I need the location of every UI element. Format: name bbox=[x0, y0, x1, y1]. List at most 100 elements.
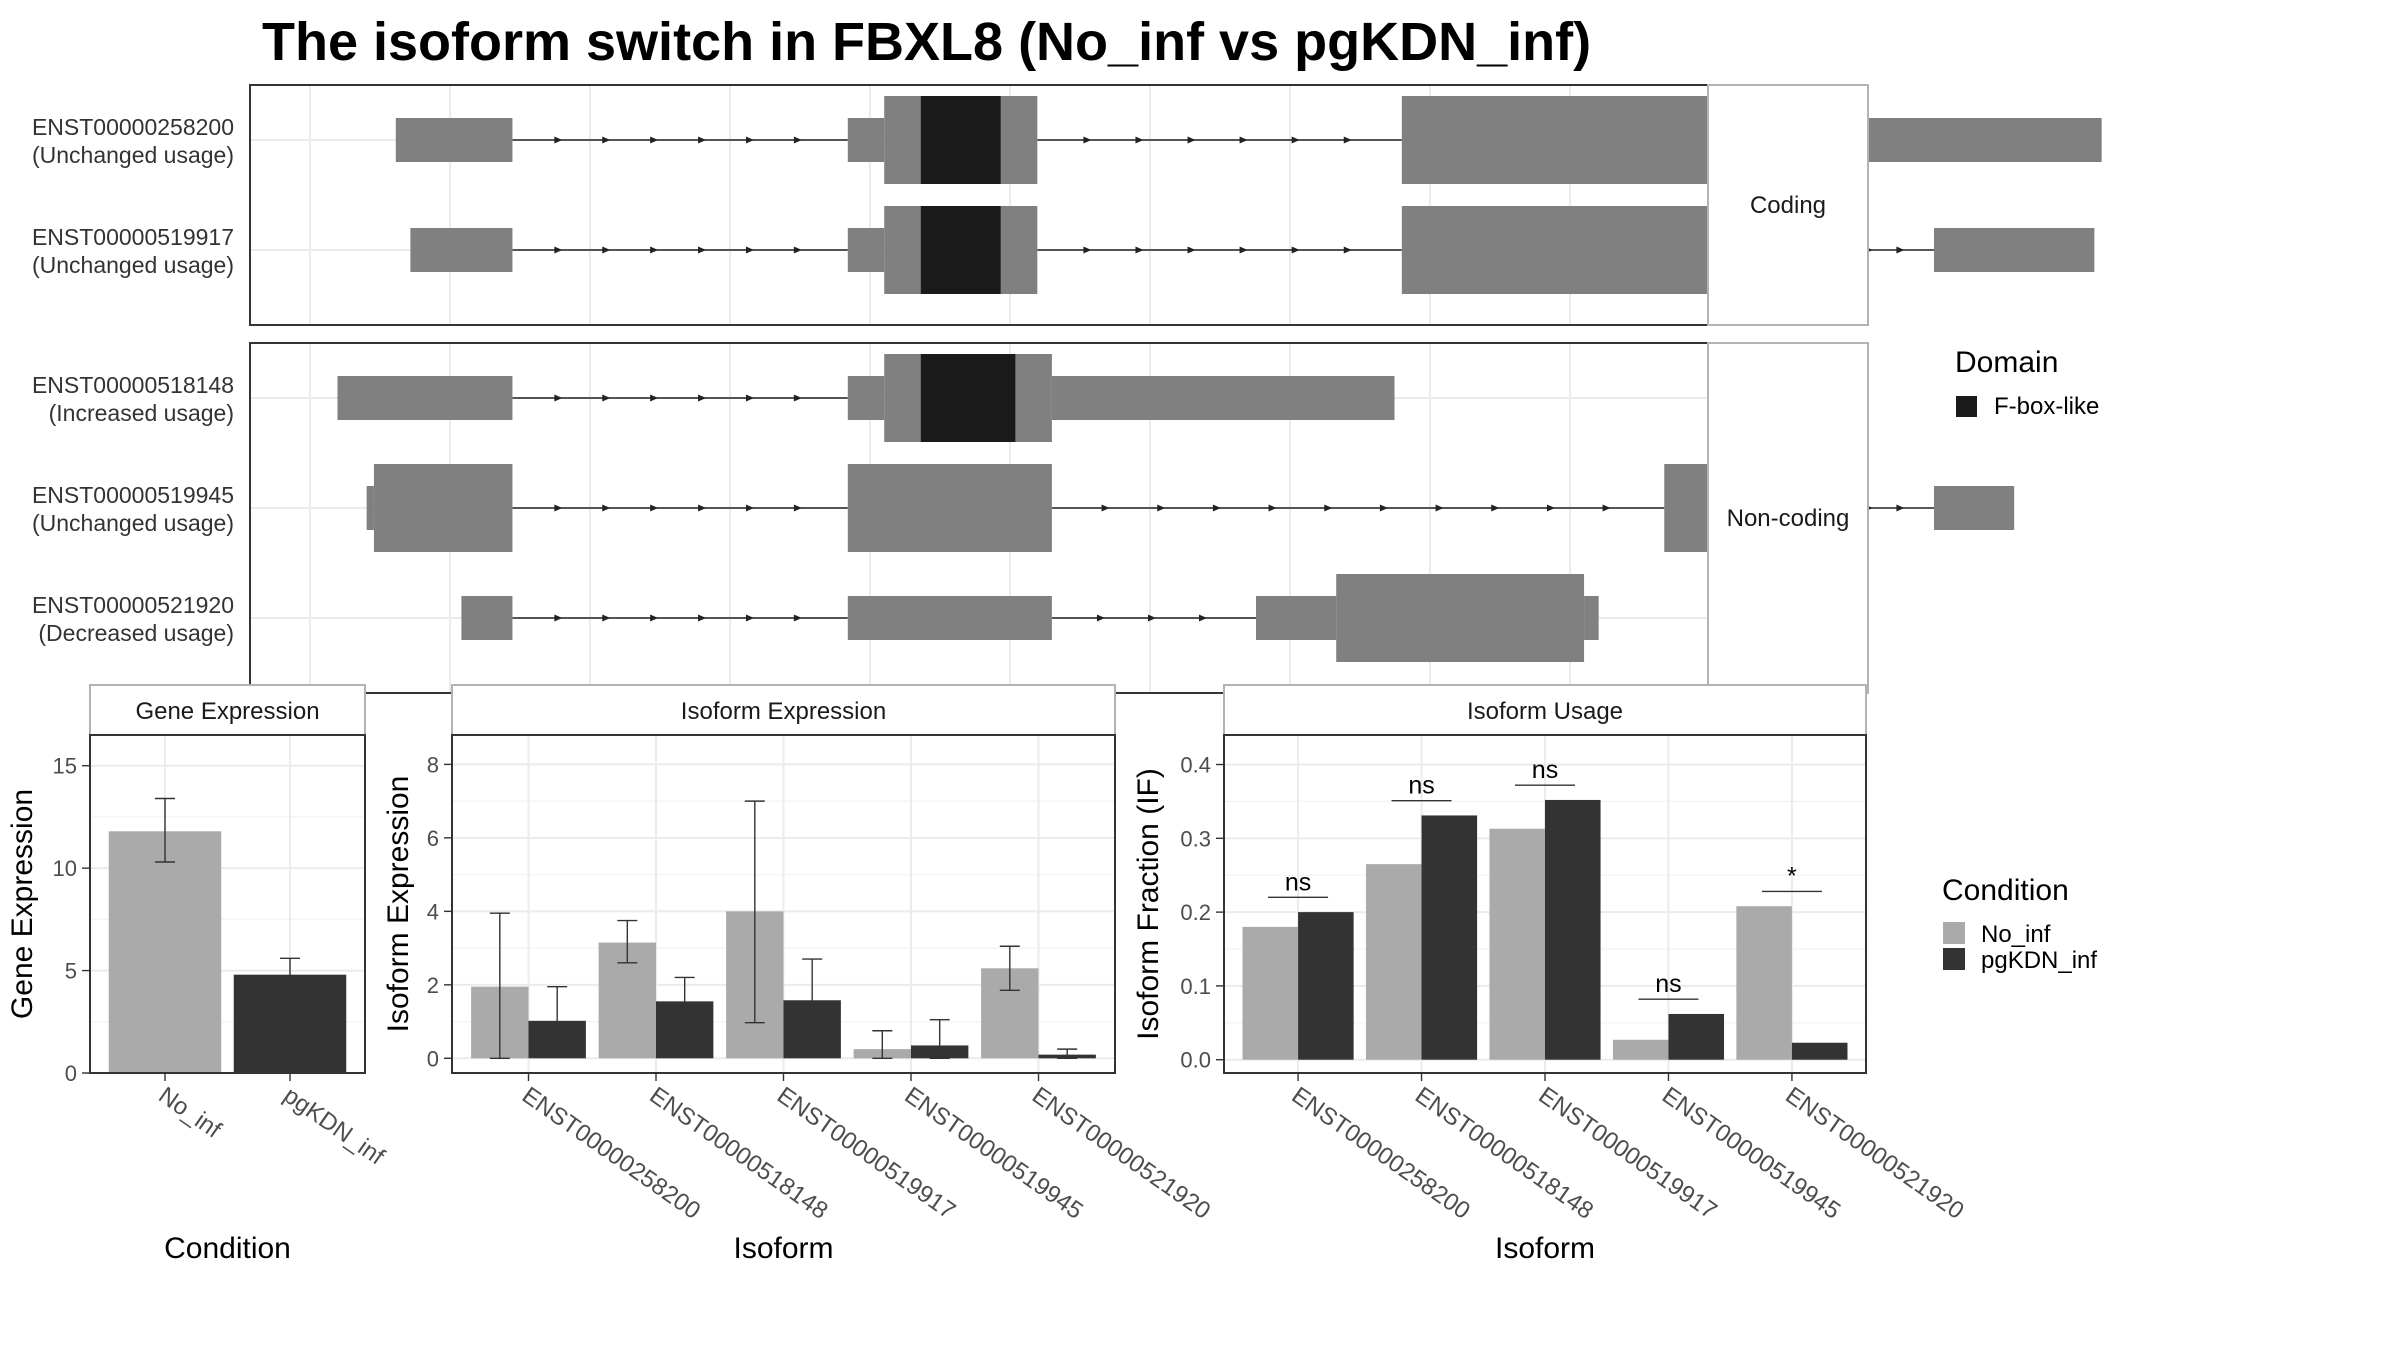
significance-label: ns bbox=[1408, 772, 1434, 800]
intron-arrow bbox=[1379, 504, 1388, 512]
intron-arrow bbox=[602, 614, 611, 622]
intron-arrow bbox=[745, 504, 754, 512]
bar bbox=[1612, 1039, 1669, 1060]
gene-expression-chart: Gene Expression 0 5 10 15 No_inf pgKDN_inf Cond… bbox=[6, 684, 389, 1265]
intron-arrow bbox=[1187, 246, 1196, 254]
exon-block bbox=[884, 206, 921, 294]
domain-block bbox=[920, 96, 1001, 184]
intron-arrow bbox=[1135, 136, 1144, 144]
y-axis-title: Gene Expression bbox=[6, 789, 39, 1019]
bar bbox=[1668, 1013, 1725, 1060]
intron-arrow bbox=[1491, 504, 1500, 512]
intron-arrow bbox=[1135, 246, 1144, 254]
exon-block bbox=[461, 596, 513, 640]
bar bbox=[1242, 926, 1299, 1060]
exon-block bbox=[1000, 96, 1038, 184]
bar bbox=[1489, 828, 1545, 1060]
transcript-usage-label: (Increased usage) bbox=[49, 400, 234, 426]
bar bbox=[1365, 864, 1422, 1060]
exon-block bbox=[1256, 596, 1337, 640]
exon-block bbox=[884, 354, 921, 442]
intron-arrow bbox=[1187, 136, 1196, 144]
domain-legend-label: F-box-like bbox=[1994, 393, 2099, 420]
bar bbox=[108, 831, 222, 1073]
condition-legend-title: Condition bbox=[1942, 874, 2069, 907]
intron-arrow bbox=[1198, 614, 1207, 622]
intron-arrow bbox=[793, 136, 802, 144]
y-tick-label: 0.0 bbox=[1180, 1048, 1211, 1073]
exon-block bbox=[847, 596, 1052, 640]
transcript-usage-label: (Unchanged usage) bbox=[32, 252, 234, 278]
intron-arrow bbox=[1324, 504, 1333, 512]
significance-label: ns bbox=[1532, 756, 1558, 784]
transcript-id-label: ENST00000258200 bbox=[32, 114, 234, 140]
intron-arrow bbox=[602, 394, 611, 402]
y-tick-label: 0.3 bbox=[1180, 826, 1211, 851]
intron-arrow bbox=[698, 246, 707, 254]
intron-arrow bbox=[1291, 246, 1300, 254]
intron-arrow bbox=[602, 246, 611, 254]
intron-arrow bbox=[745, 246, 754, 254]
intron-arrow bbox=[650, 394, 659, 402]
intron-arrow bbox=[793, 394, 802, 402]
domain-block bbox=[920, 354, 1016, 442]
y-tick-label: 0.4 bbox=[1180, 753, 1211, 778]
intron-arrow bbox=[1896, 246, 1905, 254]
intron-arrow bbox=[793, 504, 802, 512]
intron-arrow bbox=[1896, 504, 1905, 512]
intron-arrow bbox=[698, 504, 707, 512]
intron-arrow bbox=[1239, 136, 1248, 144]
condition-legend-swatch bbox=[1943, 948, 1965, 970]
y-axis-title: Isoform Expression bbox=[382, 776, 415, 1033]
bar bbox=[1545, 799, 1601, 1060]
intron-arrow bbox=[745, 136, 754, 144]
intron-arrow bbox=[1212, 504, 1221, 512]
exon-block bbox=[1000, 206, 1038, 294]
intron-arrow bbox=[1239, 246, 1248, 254]
exon-block bbox=[366, 486, 374, 530]
facet-strip-label: Non-coding bbox=[1727, 505, 1850, 532]
exon-block bbox=[1933, 486, 2015, 530]
y-axis-title: Isoform Fraction (IF) bbox=[1132, 768, 1165, 1040]
exon-block bbox=[847, 118, 885, 162]
exon-block bbox=[1015, 354, 1052, 442]
significance-label: * bbox=[1787, 862, 1797, 890]
x-axis-title: Isoform bbox=[733, 1232, 833, 1265]
intron-arrow bbox=[554, 394, 563, 402]
transcript-usage-label: (Unchanged usage) bbox=[32, 142, 234, 168]
y-tick-label: 0 bbox=[427, 1046, 439, 1071]
exon-block bbox=[337, 376, 513, 420]
x-axis-title: Condition bbox=[164, 1232, 291, 1265]
exon-block bbox=[847, 376, 885, 420]
intron-arrow bbox=[554, 614, 563, 622]
chart-title: Isoform Usage bbox=[1467, 698, 1623, 725]
intron-arrow bbox=[698, 136, 707, 144]
y-tick-label: 10 bbox=[53, 856, 77, 881]
intron-arrow bbox=[1343, 136, 1352, 144]
intron-arrow bbox=[793, 614, 802, 622]
y-tick-label: 0.2 bbox=[1180, 900, 1211, 925]
intron-arrow bbox=[1157, 504, 1166, 512]
y-tick-label: 15 bbox=[53, 754, 77, 779]
x-axis-title: Isoform bbox=[1495, 1232, 1595, 1265]
exon-block bbox=[847, 464, 1052, 552]
exon-block bbox=[1336, 574, 1585, 662]
intron-arrow bbox=[554, 504, 563, 512]
intron-arrow bbox=[650, 136, 659, 144]
intron-arrow bbox=[1343, 246, 1352, 254]
intron-arrow bbox=[650, 504, 659, 512]
exon-block bbox=[847, 228, 885, 272]
bar bbox=[1421, 815, 1478, 1060]
intron-arrow bbox=[602, 504, 611, 512]
y-tick-label: 2 bbox=[427, 973, 439, 998]
intron-arrow bbox=[650, 614, 659, 622]
intron-arrow bbox=[1435, 504, 1444, 512]
exon-block bbox=[1933, 228, 2095, 272]
y-tick-label: 0.1 bbox=[1180, 974, 1211, 999]
chart-title: Gene Expression bbox=[135, 698, 319, 725]
bar bbox=[1736, 906, 1792, 1060]
transcript-id-label: ENST00000519917 bbox=[32, 224, 234, 250]
condition-legend-swatch bbox=[1943, 922, 1965, 944]
transcript-id-label: ENST00000521920 bbox=[32, 592, 234, 618]
